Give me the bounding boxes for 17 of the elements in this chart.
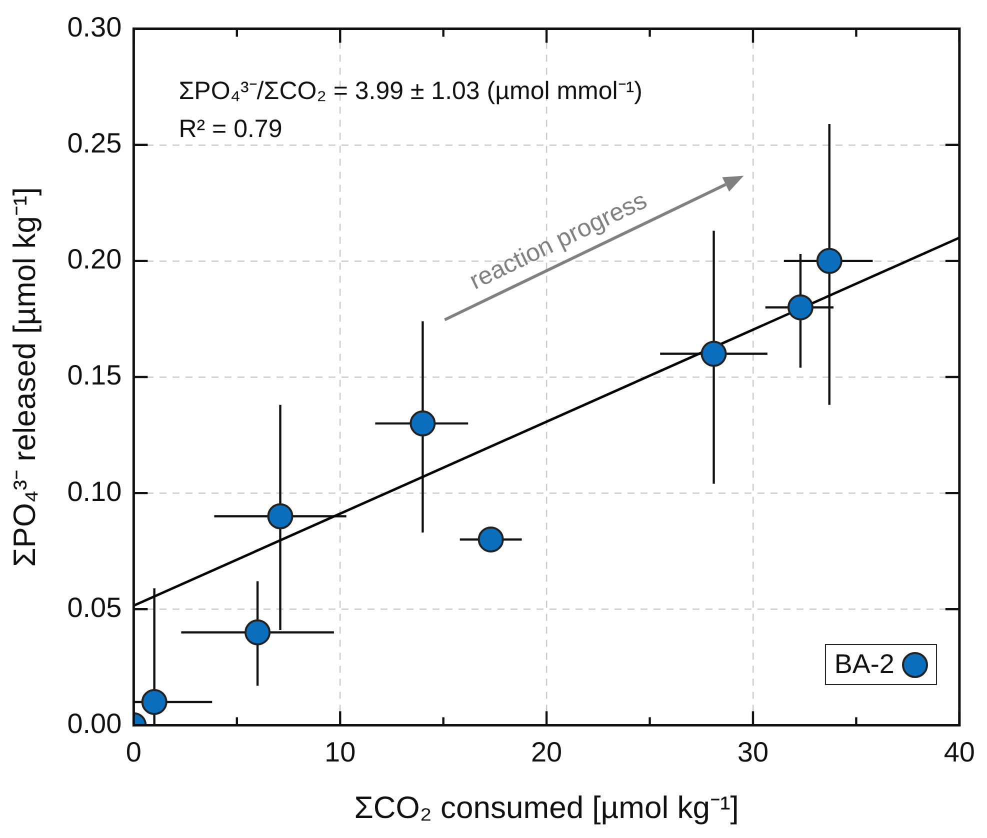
y-tick-label: 0.30 bbox=[67, 12, 122, 43]
legend-label: BA-2 bbox=[834, 649, 894, 680]
annotation: R² = 0.79 bbox=[178, 114, 282, 143]
y-tick-label: 0.20 bbox=[67, 244, 122, 275]
y-tick-label: 0.25 bbox=[67, 128, 122, 159]
y-axis-title: ΣPO₄³⁻ released [µmol kg⁻¹] bbox=[7, 187, 42, 567]
x-tick-label: 0 bbox=[126, 736, 142, 768]
y-tick-label: 0.15 bbox=[67, 360, 122, 391]
annotation: ΣPO₄³⁻/ΣCO₂ = 3.99 ± 1.03 (µmol mmol⁻¹) bbox=[178, 76, 642, 105]
x-axis-title: ΣCO₂ consumed [µmol kg⁻¹] bbox=[354, 790, 739, 825]
x-tick-label: 30 bbox=[737, 736, 769, 768]
y-tick-label: 0.10 bbox=[67, 476, 122, 507]
y-tick-label: 0.00 bbox=[67, 708, 122, 739]
y-tick-label: 0.05 bbox=[67, 592, 122, 623]
x-tick-label: 40 bbox=[944, 736, 976, 768]
x-tick-label: 20 bbox=[530, 736, 562, 768]
x-tick-label: 10 bbox=[324, 736, 356, 768]
